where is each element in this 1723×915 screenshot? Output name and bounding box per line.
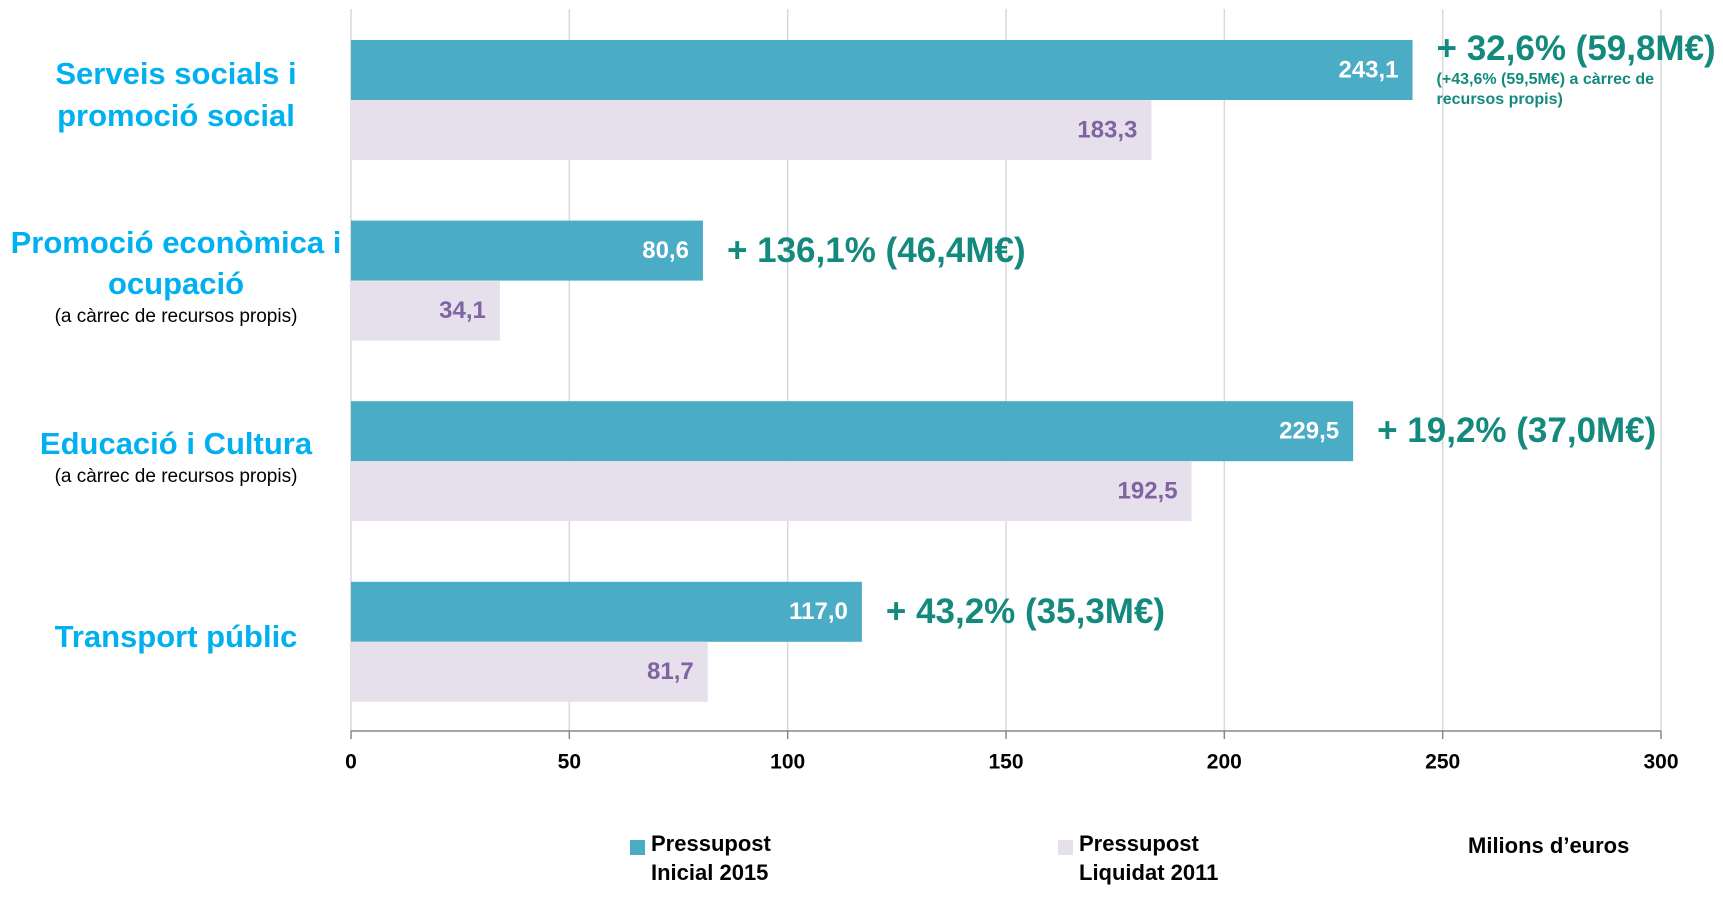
legend-label: Pressupost Liquidat 2011: [1079, 831, 1219, 885]
legend-swatch: [1058, 840, 1073, 855]
category-note: (a càrrec de recursos propis): [54, 306, 298, 328]
annotation-note: (+43,6% (59,5M€) a càrrec de recursos pr…: [1436, 71, 1654, 108]
bar: [351, 280, 500, 341]
value-label: 34,1: [439, 297, 486, 324]
bar: [351, 100, 1152, 160]
category-label: Serveis socials i promoció social: [6, 53, 346, 137]
x-tick-label: 200: [1207, 751, 1242, 774]
bar: [351, 40, 1413, 100]
x-tick-label: 150: [988, 751, 1023, 774]
value-label: 243,1: [1338, 56, 1398, 83]
annotation-text: + 19,2% (37,0M€): [1377, 411, 1657, 451]
bar: [351, 581, 862, 642]
value-label: 81,7: [647, 658, 694, 685]
category-name: Educació i Cultura: [39, 425, 313, 461]
category-note: (a càrrec de recursos propis): [54, 465, 298, 487]
bar: [351, 220, 703, 281]
value-label: 229,5: [1279, 418, 1339, 445]
value-label: 80,6: [642, 237, 689, 264]
category-label: Transport públic: [6, 616, 346, 658]
value-label: 192,5: [1118, 478, 1178, 505]
annotation-text: + 32,6% (59,8M€): [1436, 29, 1716, 68]
category-label: Educació i Cultura (a càrrec de recursos …: [6, 423, 346, 490]
x-tick-label: 250: [1425, 751, 1460, 774]
annotation-text: + 43,2% (35,3M€): [885, 591, 1166, 631]
x-tick-label: 300: [1643, 751, 1678, 774]
value-label: 183,3: [1077, 116, 1137, 143]
annotation: + 32,6% (59,8M€) (+43,6% (59,5M€) a càrre…: [1437, 28, 1716, 110]
value-label: 117,0: [789, 598, 848, 625]
category-name: Transport públic: [54, 618, 298, 654]
category-label: Promoció econòmica i ocupació (a càrrec d…: [6, 222, 346, 330]
x-tick-label: 100: [770, 751, 805, 774]
bar: [351, 401, 1354, 462]
annotation: + 19,2% (37,0M€): [1377, 410, 1656, 452]
x-tick-label: 50: [558, 751, 581, 774]
legend-label: Pressupost Inicial 2015: [651, 831, 771, 885]
x-tick-label: 0: [345, 751, 357, 774]
legend-swatch: [630, 840, 645, 855]
category-name: Serveis socials i promoció social: [55, 56, 297, 133]
x-axis-label: Milions d’euros: [1468, 833, 1630, 858]
category-name: Promoció econòmica i ocupació: [10, 224, 342, 302]
bar: [351, 461, 1192, 522]
annotation: + 43,2% (35,3M€): [886, 591, 1165, 633]
annotation-text: + 136,1% (46,4M€): [726, 230, 1026, 270]
bar: [351, 641, 708, 702]
annotation: + 136,1% (46,4M€): [727, 230, 1026, 272]
